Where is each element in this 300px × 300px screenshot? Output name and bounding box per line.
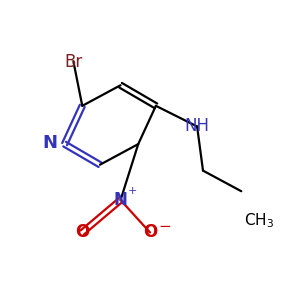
Text: N: N: [114, 191, 128, 209]
Text: −: −: [158, 219, 171, 234]
Text: N: N: [42, 134, 57, 152]
Text: O: O: [143, 224, 157, 242]
Text: O: O: [75, 224, 89, 242]
Text: CH$_3$: CH$_3$: [244, 211, 274, 230]
Text: Br: Br: [64, 53, 83, 71]
Text: NH: NH: [184, 117, 210, 135]
Text: +: +: [128, 186, 137, 196]
